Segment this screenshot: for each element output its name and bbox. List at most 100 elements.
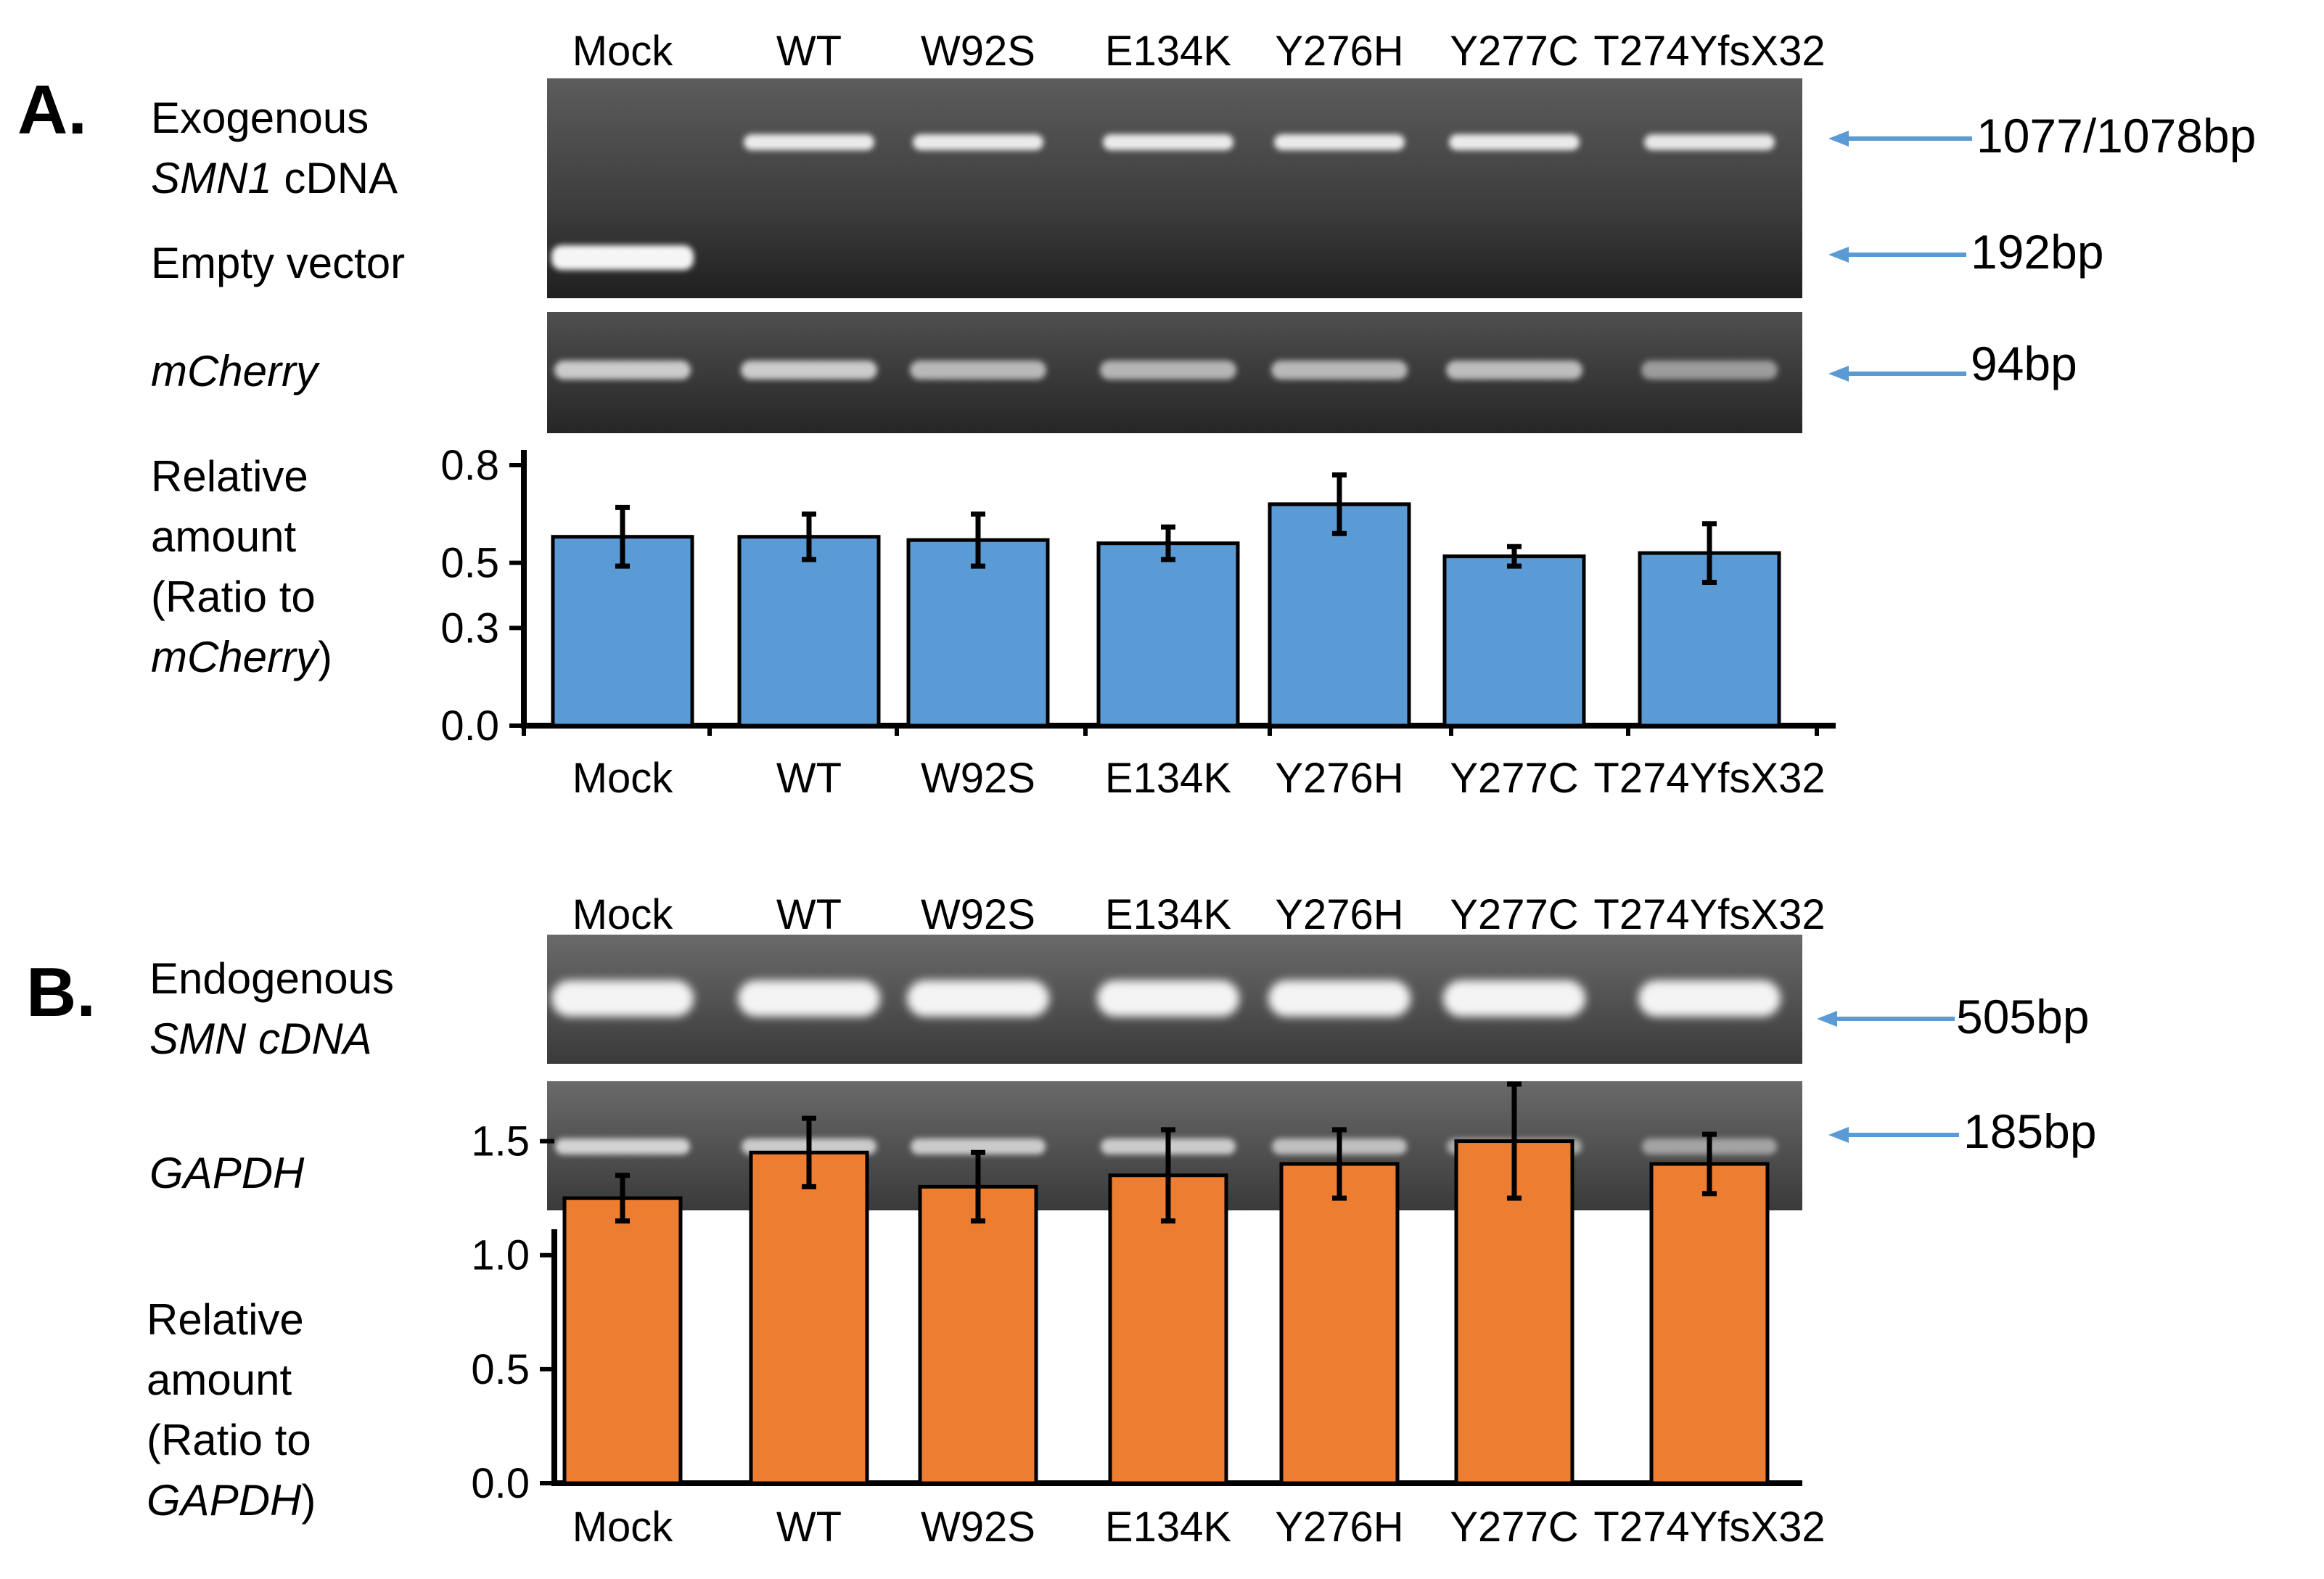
- lane-label-b-top-4: Y276H: [1275, 891, 1403, 938]
- lane-label-b-top-0: Mock: [572, 891, 674, 938]
- x-tick-label-b-3: E134K: [1105, 1504, 1231, 1551]
- size-gapdh: 185bp: [1963, 1104, 2097, 1158]
- band-exogenous-3: [1103, 134, 1233, 150]
- chart-b-ylabel-line1: Relative: [147, 1295, 304, 1344]
- panel-a-letter: A.: [17, 71, 87, 149]
- lane-label-b-top-3: E134K: [1105, 891, 1231, 938]
- arrow-smn: [1817, 1011, 1955, 1027]
- chart-b-bar-0: [562, 1196, 683, 1485]
- chart-a-category-labels: Mock WT W92S E134K Y276H Y277C T274YfsX32: [572, 755, 1826, 802]
- arrow-gapdh: [1828, 1127, 1959, 1143]
- chart-a-error-bar-0: [615, 504, 630, 569]
- chart-a: 0.0 0.3 0.5 0.8: [440, 442, 1836, 750]
- panel-a-lane-labels-top: Mock WT W92S E134K Y276H Y277C T274YfsX32: [572, 28, 1826, 75]
- label-empty-vector: Empty vector: [151, 239, 405, 287]
- band-mcherry-4: [1271, 361, 1408, 380]
- chart-b-y-tick-label-3: 1.5: [471, 1118, 530, 1165]
- lane-label-a-top-5: Y277C: [1450, 28, 1578, 75]
- chart-a-y-tick-label-2: 0.5: [440, 540, 499, 587]
- label-exogenous: Exogenous: [151, 94, 369, 142]
- lane-label-a-top-3: E134K: [1105, 28, 1231, 75]
- arrow-exogenous: [1828, 131, 1972, 147]
- x-tick-label-b-0: Mock: [572, 1504, 674, 1551]
- size-mcherry: 94bp: [1971, 337, 2077, 390]
- lane-label-a-top-0: Mock: [572, 28, 674, 75]
- x-tick-label-b-4: Y276H: [1275, 1504, 1403, 1551]
- chart-b: 0.0 0.5 1.0 1.5: [471, 1081, 1802, 1507]
- chart-a-error-bar-6: [1702, 521, 1717, 586]
- chart-b-ylabel-line4: GAPDH): [147, 1476, 316, 1525]
- arrow-mcherry: [1828, 366, 1966, 382]
- chart-a-error-bar-4: [1332, 472, 1347, 536]
- lane-label-b-top-5: Y277C: [1450, 891, 1578, 938]
- band-smn-3: [1097, 980, 1239, 1017]
- panel-a: A. Mock WT W92S E134K Y276H Y277C T274YfsX32 E…: [17, 28, 2256, 802]
- band-smn-6: [1638, 980, 1781, 1017]
- chart-b-error-bar-2: [971, 1149, 985, 1224]
- chart-b-category-labels: Mock WT W92S E134K Y276H Y277C T274YfsX32: [572, 1504, 1826, 1551]
- chart-b-bar-1: [749, 1150, 869, 1485]
- label-gapdh: GAPDH: [149, 1149, 305, 1197]
- size-empty: 192bp: [1971, 225, 2104, 279]
- lane-label-a-top-4: Y276H: [1275, 28, 1403, 75]
- chart-a-error-bar-5: [1507, 544, 1522, 569]
- chart-b-error-bar-0: [615, 1173, 630, 1224]
- chart-a-bar-1: [737, 535, 881, 728]
- chart-a-y-tick-label-1: 0.3: [440, 604, 499, 652]
- chart-a-error-bar-3: [1161, 524, 1175, 562]
- chart-b-y-tick-label-0: 0.0: [471, 1460, 530, 1507]
- panel-b-letter: B.: [26, 953, 96, 1031]
- chart-a-bar-3: [1096, 541, 1240, 728]
- chart-a-y-tick-label-0: 0.0: [440, 702, 499, 750]
- gel-exogenous-bands: [551, 134, 1775, 270]
- label-smn1-cdna: SMN1 cDNA: [151, 154, 398, 202]
- band-mcherry-6: [1641, 361, 1778, 380]
- chart-a-ylabel-line2: amount: [151, 512, 296, 561]
- lane-label-a-top-6: T274YfsX32: [1593, 28, 1825, 75]
- band-mcherry-2: [910, 361, 1046, 380]
- band-smn-2: [907, 980, 1049, 1017]
- chart-b-ylabel-line3: (Ratio to: [147, 1416, 311, 1464]
- lane-label-b-top-2: W92S: [921, 891, 1035, 938]
- x-tick-label-a-5: Y277C: [1450, 755, 1578, 802]
- label-mcherry: mCherry: [151, 347, 321, 395]
- band-mcherry-5: [1446, 361, 1582, 380]
- chart-b-error-bar-5: [1507, 1081, 1522, 1201]
- chart-b-error-bar-4: [1332, 1127, 1347, 1201]
- chart-b-error-bar-1: [802, 1115, 816, 1189]
- band-exogenous-2: [913, 134, 1043, 150]
- chart-a-ylabel-line4: mCherry): [151, 633, 332, 681]
- x-tick-label-a-4: Y276H: [1275, 755, 1403, 802]
- band-exogenous-6: [1644, 134, 1775, 150]
- chart-b-y-tick-label-1: 0.5: [471, 1346, 530, 1393]
- band-smn-4: [1268, 980, 1411, 1017]
- chart-a-ylabel-line3: (Ratio to: [151, 573, 316, 621]
- label-endogenous: Endogenous: [149, 954, 394, 1003]
- x-tick-label-b-2: W92S: [921, 1504, 1035, 1551]
- chart-b-bar-2: [918, 1184, 1038, 1485]
- band-exogenous-4: [1274, 134, 1405, 150]
- band-mcherry-0: [554, 361, 691, 380]
- chart-b-bar-6: [1649, 1162, 1770, 1485]
- band-exogenous-1: [744, 134, 874, 150]
- band-smn-5: [1443, 980, 1585, 1017]
- chart-a-y-tick-label-3: 0.8: [440, 442, 499, 489]
- chart-b-ylabel-line2: amount: [147, 1356, 292, 1404]
- x-tick-label-b-6: T274YfsX32: [1593, 1504, 1825, 1551]
- x-tick-label-b-5: Y277C: [1450, 1504, 1578, 1551]
- size-smn: 505bp: [1956, 990, 2090, 1043]
- chart-a-bar-5: [1442, 554, 1586, 728]
- gel-endogenous-bands: [551, 980, 1781, 1017]
- gel-mcherry-bands: [554, 361, 1778, 380]
- lane-label-b-top-6: T274YfsX32: [1593, 891, 1825, 938]
- x-tick-label-a-3: E134K: [1105, 755, 1231, 802]
- band-smn-1: [738, 980, 880, 1017]
- chart-b-y-tick-label-2: 1.0: [471, 1232, 530, 1279]
- band-mcherry-1: [741, 361, 877, 380]
- x-tick-label-a-0: Mock: [572, 755, 674, 802]
- lane-label-a-top-1: WT: [776, 28, 842, 75]
- chart-b-error-bar-3: [1161, 1127, 1175, 1224]
- chart-a-error-bar-1: [802, 511, 816, 562]
- x-tick-label-a-1: WT: [776, 755, 842, 802]
